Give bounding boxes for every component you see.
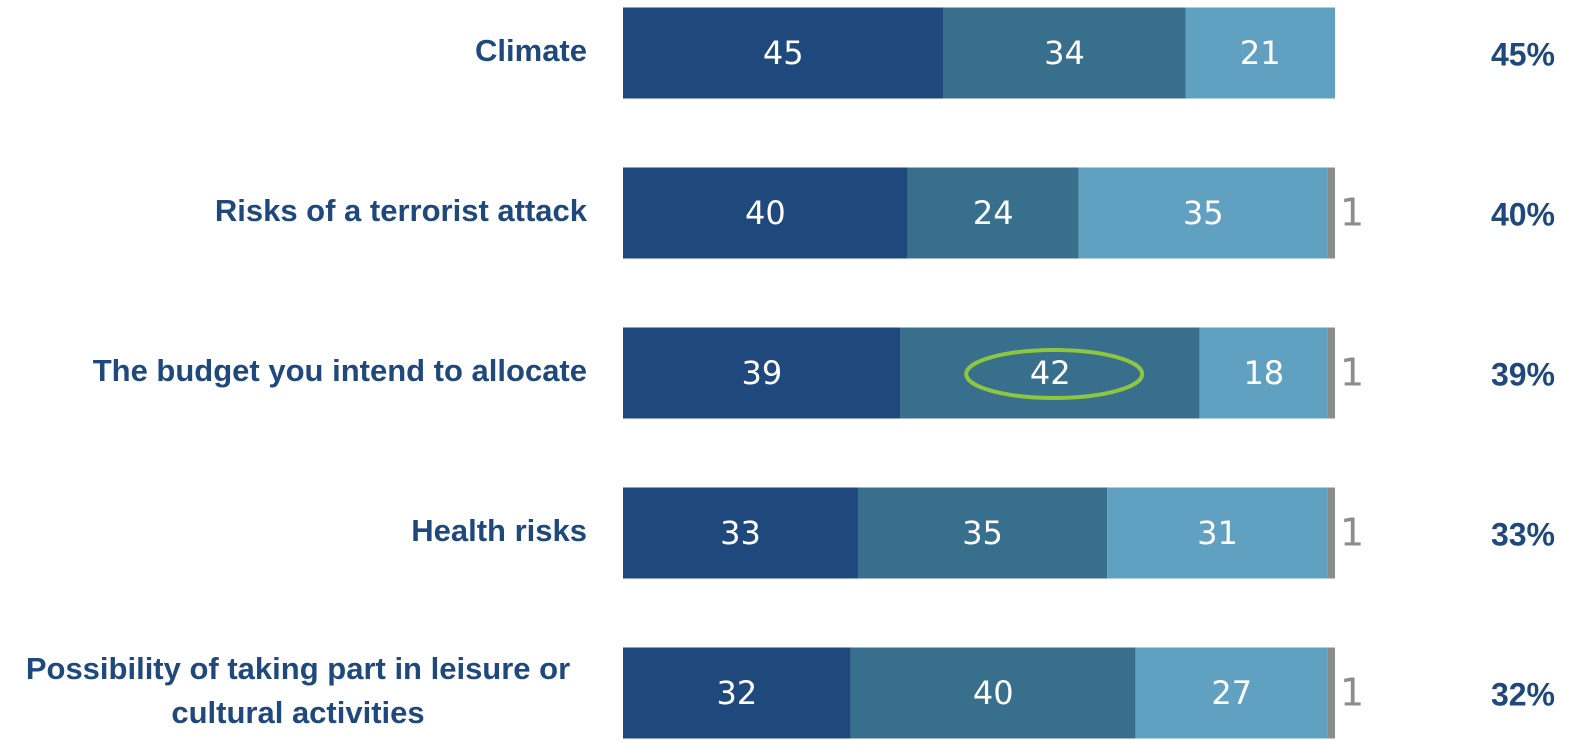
category-label: The budget you intend to allocate — [93, 353, 587, 388]
dont-know-label: 1 — [1340, 671, 1364, 715]
bar-segment — [1327, 487, 1335, 579]
segment-value-label: 18 — [1243, 354, 1284, 392]
bar-segment — [907, 167, 1079, 259]
bar-segment — [1135, 647, 1328, 739]
segment-value-label: 27 — [1211, 674, 1252, 712]
segment-value-label: 34 — [1044, 34, 1085, 72]
segment-value-label: 40 — [745, 194, 786, 232]
segment-value-label: 21 — [1240, 34, 1281, 72]
category-label: cultural activities — [171, 695, 424, 730]
bar-segment — [1078, 167, 1328, 259]
segment-value-label: 24 — [973, 194, 1014, 232]
dont-know-label: 1 — [1340, 511, 1364, 555]
segment-value-label: 33 — [720, 514, 761, 552]
bar-segment — [1185, 7, 1335, 99]
segment-value-label: 35 — [1183, 194, 1224, 232]
bar-segment — [623, 487, 858, 579]
bar-segment — [623, 647, 851, 739]
bar-segment — [623, 167, 908, 259]
total-label: 45% — [1491, 36, 1555, 72]
category-label: Possibility of taking part in leisure or — [26, 651, 570, 686]
bar-segment — [857, 487, 1108, 579]
segment-value-label: 31 — [1197, 514, 1238, 552]
category-label: Health risks — [411, 513, 587, 548]
dont-know-label: 1 — [1340, 351, 1364, 395]
bar-segment — [1327, 167, 1335, 259]
bar-segment — [900, 327, 1200, 419]
bar-segment — [850, 647, 1136, 739]
segment-value-label: 35 — [962, 514, 1003, 552]
bar-segment — [623, 7, 944, 99]
dont-know-label: 1 — [1340, 191, 1364, 235]
category-label: Climate — [475, 33, 587, 68]
segment-value-label: 32 — [717, 674, 758, 712]
bar-segment — [1327, 327, 1335, 419]
total-label: 40% — [1491, 196, 1555, 232]
segment-value-label: 39 — [741, 354, 782, 392]
total-label: 32% — [1491, 676, 1555, 712]
highlight-ellipse — [964, 348, 1145, 400]
bar-segment — [943, 7, 1186, 99]
bar-segment — [1107, 487, 1328, 579]
total-label: 39% — [1491, 356, 1555, 392]
segment-value-label: 40 — [973, 674, 1014, 712]
bar-segment — [1199, 327, 1328, 419]
category-label: Risks of a terrorist attack — [215, 193, 588, 228]
segment-value-label: 45 — [763, 34, 804, 72]
segment-value-label: 42 — [1030, 354, 1071, 392]
bar-segment — [1327, 647, 1335, 739]
bar-segment — [623, 327, 901, 419]
total-label: 33% — [1491, 516, 1555, 552]
